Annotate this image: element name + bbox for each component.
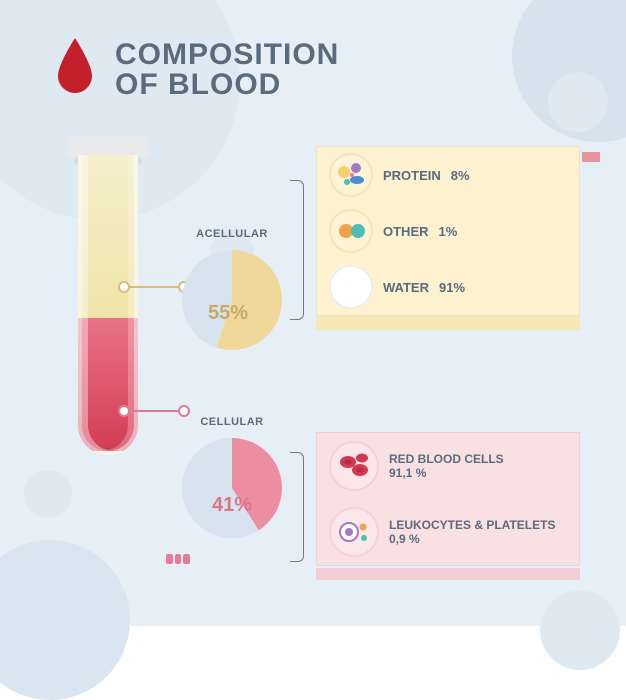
acellular-row-pct: 1% [439, 224, 458, 239]
pie-acellular-label: ACELLULAR [196, 228, 268, 240]
cellular-row-label: RED BLOOD CELLS [389, 452, 504, 466]
panel-shade [316, 316, 580, 330]
bg-bubble [24, 470, 72, 518]
acellular-row-label: PROTEIN [383, 168, 441, 183]
acellular-panel: PROTEIN 8% OTHER 1% WATER 91% [316, 146, 580, 316]
bracket-icon [290, 180, 304, 320]
bg-bubble [548, 72, 608, 132]
connector-cellular [124, 410, 184, 412]
title-line-1: COMPOSITION [115, 40, 339, 70]
cellular-row: RED BLOOD CELLS 91,1 % [317, 433, 579, 499]
protein-icon [329, 153, 373, 197]
acellular-row: PROTEIN 8% [317, 147, 579, 203]
connector-acellular [124, 286, 184, 288]
pie-acellular-percent: 55% [208, 302, 248, 325]
cellular-row: LEUKOCYTES & PLATELETS 0,9 % [317, 499, 579, 565]
bg-bubble [540, 590, 620, 670]
pie-acellular: ACELLULAR 55% [182, 250, 282, 350]
title-line-2: OF BLOOD [115, 70, 339, 100]
pie-cellular-percent: 41% [212, 494, 252, 517]
water-icon [329, 265, 373, 309]
bg-bubble [0, 540, 130, 700]
acellular-row: WATER 91% [317, 259, 579, 315]
cellular-row-pct: 91,1 % [389, 466, 504, 480]
acellular-row: OTHER 1% [317, 203, 579, 259]
cellular-row-label: LEUKOCYTES & PLATELETS [389, 518, 555, 532]
page-title: COMPOSITION OF BLOOD [115, 40, 339, 100]
blood-drop-icon [52, 36, 98, 99]
bracket-icon [290, 452, 304, 562]
acellular-row-pct: 8% [451, 168, 470, 183]
acellular-row-pct: 91% [439, 280, 465, 295]
pie-cellular-label: CELLULAR [200, 416, 263, 428]
panel-shade [316, 568, 580, 580]
mini-bars-icon [166, 554, 190, 564]
infographic-canvas: COMPOSITION OF BLOOD ACELLULAR 55% CELLU… [0, 0, 626, 626]
acellular-row-label: WATER [383, 280, 429, 295]
rbc-icon [329, 441, 379, 491]
acellular-row-label: OTHER [383, 224, 429, 239]
pie-cellular: CELLULAR 41% [182, 438, 282, 538]
cellular-panel: RED BLOOD CELLS 91,1 % LEUKOCYTES & PLAT… [316, 432, 580, 566]
cellular-row-pct: 0,9 % [389, 532, 555, 546]
tube-cap [68, 137, 148, 157]
other-icon [329, 209, 373, 253]
platelets-icon [329, 507, 379, 557]
